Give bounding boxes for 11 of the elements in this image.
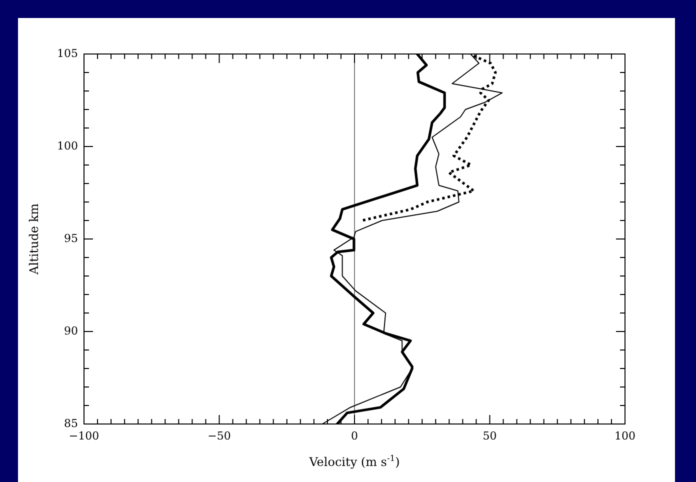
y-tick-label: 105 [57,46,78,60]
y-tick-label: 95 [64,232,78,245]
x-tick-label: −100 [68,429,100,442]
y-axis-title: Altitude km [27,202,41,276]
x-tick-label: 100 [614,429,636,442]
y-tick-label: 100 [57,139,78,152]
x-tick-label: 50 [482,429,497,442]
x-tick-label: −50 [208,429,231,442]
y-tick-label: 85 [64,416,78,430]
x-tick-label: 0 [351,429,358,442]
y-tick-label: 90 [64,324,78,338]
